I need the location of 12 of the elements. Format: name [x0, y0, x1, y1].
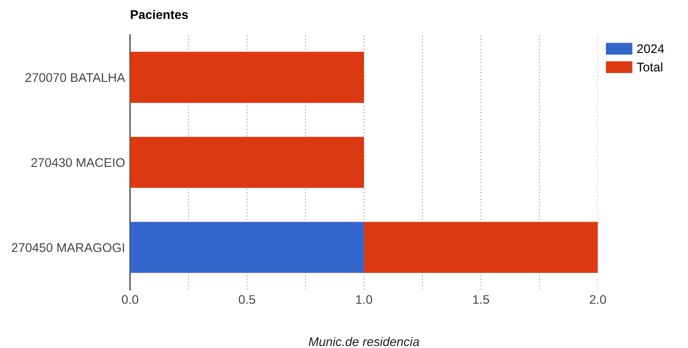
y-tick-label: 270450 MARAGOGI — [12, 243, 124, 252]
legend-label: 2024 — [637, 44, 664, 54]
x-tick-label: 2.0 — [590, 295, 606, 304]
x-tick-label: 1.5 — [473, 295, 490, 304]
y-tick-label: 270070 BATALHA — [26, 73, 126, 82]
x-axis-title: Munic.de residencia — [308, 336, 420, 346]
chart-title: Pacientes — [130, 10, 188, 20]
x-tick-label: 0.5 — [238, 295, 256, 304]
y-tick-label: 270430 MACEIO — [31, 158, 125, 167]
legend-label: Total — [636, 62, 662, 72]
x-tick-label: 1.0 — [356, 295, 372, 304]
x-tick-label: 0.0 — [122, 295, 138, 304]
